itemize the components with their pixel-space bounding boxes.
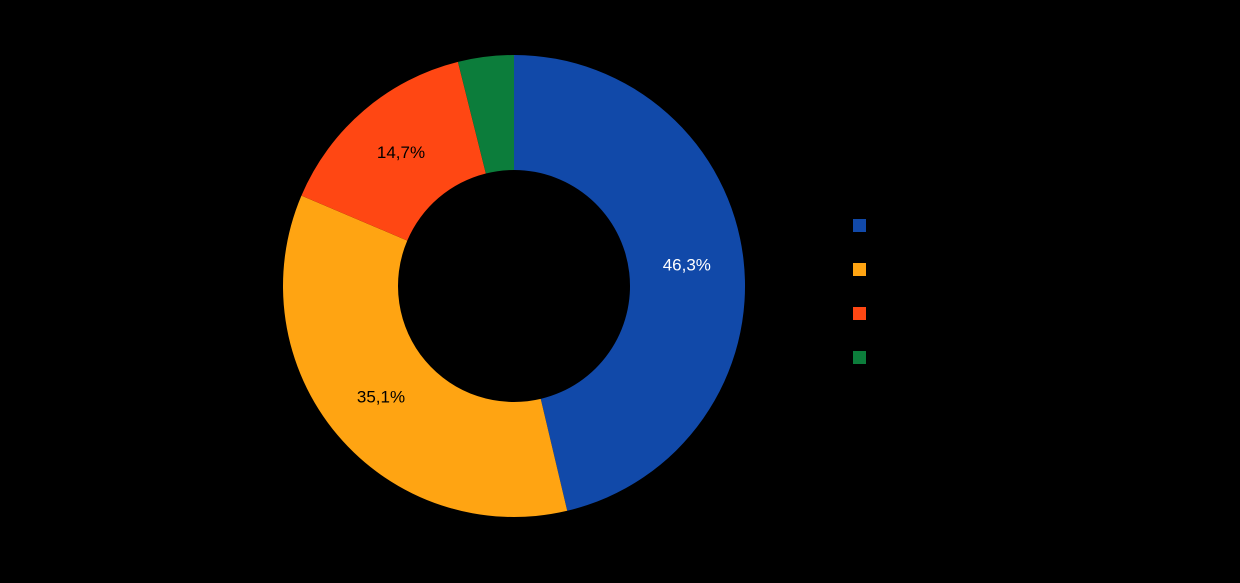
chart-legend: [853, 219, 874, 364]
donut-slice-label-0: 46,3%: [663, 255, 711, 274]
legend-item-2: [853, 307, 874, 320]
donut-slice-2: [301, 61, 486, 241]
donut-slice-label-1: 35,1%: [357, 388, 405, 407]
legend-item-1: [853, 263, 874, 276]
legend-marker-icon: [853, 219, 866, 232]
donut-slice-3: [457, 55, 514, 174]
donut-slice-0: [514, 55, 746, 511]
donut-slice-label-2: 14,7%: [377, 143, 425, 162]
legend-marker-icon: [853, 307, 866, 320]
legend-marker-icon: [853, 351, 866, 364]
legend-item-0: [853, 219, 874, 232]
donut-slice-1: [283, 195, 568, 518]
legend-item-3: [853, 351, 874, 364]
legend-marker-icon: [853, 263, 866, 276]
